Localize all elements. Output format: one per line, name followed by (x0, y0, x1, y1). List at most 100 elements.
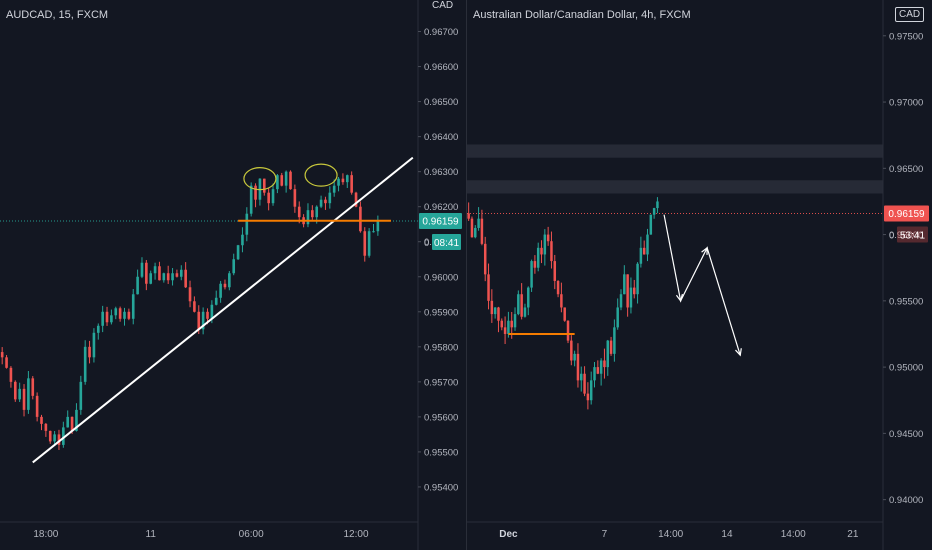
candle-body (48, 430, 52, 442)
candle-body (9, 367, 13, 382)
candle-body (546, 234, 550, 242)
candle-body (62, 427, 65, 445)
candle-body (206, 311, 209, 319)
candle-body (158, 266, 161, 281)
time-tick-label: 11 (146, 529, 157, 540)
candle-body (656, 201, 659, 209)
candle-body (646, 234, 649, 255)
candle-body (363, 231, 367, 256)
candle-body (337, 178, 340, 186)
left-chart-pane[interactable]: 0.95400 0.95500 0.95600 0.95700 0.95800 0.959… (0, 0, 462, 550)
candle-body (40, 416, 43, 424)
candle-body (626, 274, 629, 308)
right-axis-unit-button[interactable]: CAD (895, 7, 925, 22)
right-price-chart[interactable]: 0.94000 0.94500 0.95000 0.95500 0.96000 0.965… (467, 0, 932, 550)
candle-body (245, 213, 249, 235)
candle-body (583, 373, 586, 394)
time-tick-label: 18:00 (33, 529, 58, 540)
candle-body (201, 311, 205, 330)
last-price-tag (419, 213, 462, 230)
candle-body (293, 189, 297, 207)
price-tick-label: 0.97500 (889, 31, 923, 42)
candle-body (175, 273, 179, 277)
right-chart-pane[interactable]: 0.94000 0.94500 0.95000 0.95500 0.96000 0.965… (466, 0, 932, 550)
price-tick-label: 0.96600 (424, 62, 458, 73)
candle-body (341, 178, 345, 183)
candle-body (480, 218, 484, 244)
candle-body (589, 380, 593, 401)
candle-body (533, 261, 537, 268)
candle-body (332, 185, 336, 193)
candle-body (470, 218, 474, 238)
candle-body (223, 283, 227, 288)
candle-body (593, 367, 596, 381)
candle-body (345, 175, 349, 183)
candle-body (145, 262, 148, 284)
candle-body (513, 314, 517, 328)
last-price-tag-label: 0.96159 (422, 217, 459, 228)
left-chart-title[interactable]: AUDCAD, 15, FXCM (6, 9, 109, 21)
candle-body (254, 185, 257, 200)
price-tick-label: 0.94000 (889, 495, 923, 506)
candle-body (179, 269, 183, 277)
candle-body (44, 423, 48, 431)
price-tick-label: 0.95600 (424, 412, 458, 423)
price-tick-label: 0.95800 (424, 342, 458, 353)
candle-body (262, 178, 266, 193)
last-price-tag (884, 205, 929, 222)
candle-body (324, 199, 327, 204)
candle-body (149, 273, 153, 284)
candle-body (131, 294, 135, 319)
candle-body (570, 340, 573, 361)
candle-body (70, 416, 74, 431)
candle-body (500, 320, 504, 328)
candle-body (556, 280, 560, 295)
double-top-ellipse-1 (243, 167, 277, 191)
candle-body (92, 332, 96, 358)
price-tick-label: 0.96300 (424, 167, 458, 178)
candle-body (319, 199, 323, 207)
price-tick-label: 0.96700 (424, 27, 458, 38)
candle-body (350, 175, 353, 193)
candle-body (105, 311, 109, 323)
candle-body (550, 241, 553, 262)
candle-body (249, 185, 253, 214)
time-tick-label: 12:00 (344, 529, 369, 540)
candle-body (633, 287, 636, 295)
candle-body (372, 231, 375, 233)
candle-body (560, 294, 563, 308)
candle-body (328, 192, 332, 204)
candle-body (315, 206, 319, 218)
candle-body (219, 283, 222, 298)
time-tick-label: 21 (847, 529, 859, 540)
candle-body (140, 262, 144, 277)
candle-body (236, 245, 240, 260)
candle-body (210, 304, 214, 319)
price-tick-label: 0.95500 (424, 447, 458, 458)
resistance-zone-2 (467, 180, 883, 194)
candle-body (88, 346, 91, 358)
candle-body (22, 388, 26, 410)
countdown-timer-tag (432, 234, 461, 251)
left-axis-unit: CAD (432, 0, 454, 11)
candle-body (619, 294, 623, 308)
projected-path-arrowhead (675, 293, 684, 303)
right-chart-title[interactable]: Australian Dollar/Canadian Dollar, 4h, F… (473, 9, 691, 21)
candle-body (311, 210, 314, 218)
time-tick-label: 14:00 (781, 529, 806, 540)
candle-body (136, 276, 139, 295)
price-tick-label: 0.95500 (889, 296, 923, 307)
candle-body (616, 307, 619, 328)
time-tick-label: 14 (721, 529, 733, 540)
candle-body (613, 327, 616, 354)
left-price-chart[interactable]: 0.95400 0.95500 0.95600 0.95700 0.95800 0.959… (0, 0, 462, 550)
candle-body (483, 243, 487, 275)
candle-body (490, 300, 494, 315)
candle-body (271, 189, 275, 204)
price-tick-label: 0.95900 (424, 307, 458, 318)
candle-body (276, 175, 279, 190)
candle-body (101, 311, 104, 326)
candle-body (284, 171, 288, 186)
candle-body (83, 346, 87, 382)
